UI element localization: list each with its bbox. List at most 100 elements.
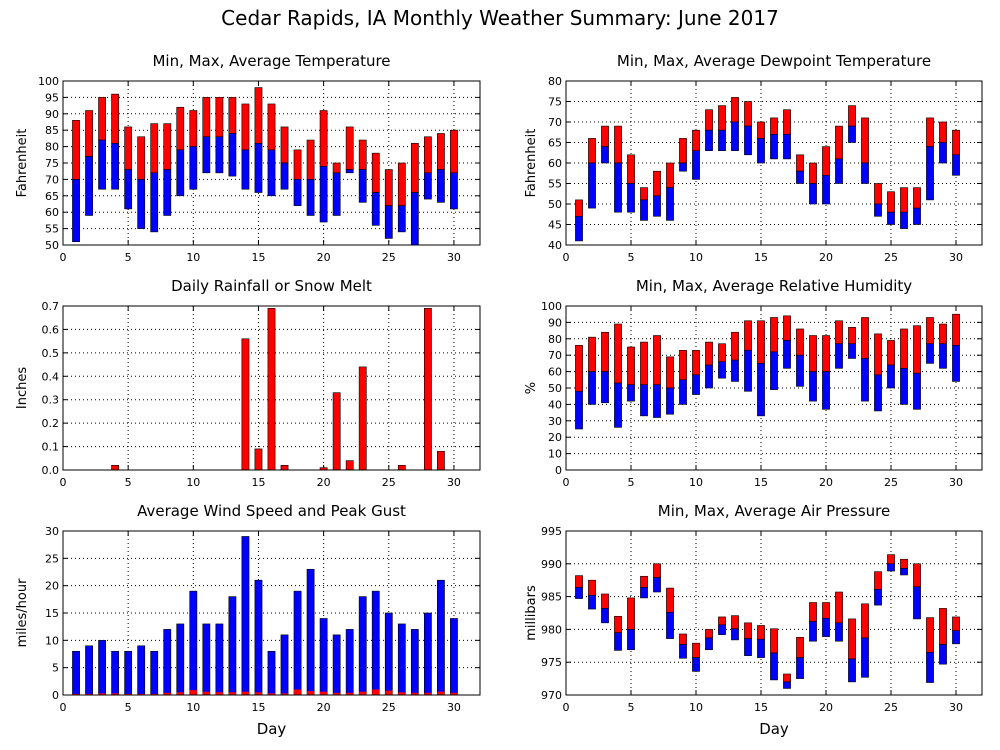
bar-min-day-6 bbox=[137, 179, 146, 229]
bar-min-day-12 bbox=[718, 361, 726, 379]
bar-avgwind-day-18 bbox=[293, 689, 302, 695]
y-tick-label: 980 bbox=[541, 623, 562, 636]
bar-max-day-24 bbox=[874, 333, 882, 376]
bar-min-day-1 bbox=[575, 390, 583, 430]
bar-max-day-25 bbox=[887, 340, 895, 366]
bar-min-day-21 bbox=[835, 158, 843, 184]
y-tick-label: 0.1 bbox=[42, 441, 60, 454]
bar-min-day-18 bbox=[796, 354, 804, 387]
y-tick-label: 90 bbox=[45, 108, 59, 121]
bar-min-day-7 bbox=[653, 577, 661, 593]
bar-avgwind-day-3 bbox=[98, 693, 106, 695]
y-axis-label: miles/hour bbox=[15, 578, 30, 647]
bar-max-day-12 bbox=[215, 97, 224, 138]
y-axis-label: Fahrenheit bbox=[524, 129, 539, 198]
bar-min-day-30 bbox=[450, 172, 458, 210]
bar-max-day-11 bbox=[705, 341, 713, 366]
bar-precip-day-4 bbox=[111, 465, 120, 471]
bar-max-day-23 bbox=[861, 603, 869, 639]
bar-max-day-8 bbox=[666, 356, 674, 389]
bar-min-day-15 bbox=[757, 138, 765, 164]
x-tick-label: 0 bbox=[563, 701, 570, 714]
bar-max-day-29 bbox=[939, 323, 947, 345]
bar-max-day-6 bbox=[640, 575, 648, 588]
bar-avgwind-day-1 bbox=[72, 693, 80, 695]
y-axis-label: millibars bbox=[524, 585, 539, 641]
bar-max-day-29 bbox=[437, 133, 445, 170]
bar-avgwind-day-13 bbox=[228, 692, 236, 695]
bar-gust-day-18 bbox=[293, 590, 302, 696]
bar-precip-day-29 bbox=[437, 450, 445, 471]
y-tick-label: 0.7 bbox=[42, 300, 60, 313]
bar-min-day-19 bbox=[809, 621, 817, 642]
bar-gust-day-7 bbox=[150, 650, 159, 696]
bar-min-day-10 bbox=[692, 374, 700, 395]
bar-max-day-24 bbox=[371, 152, 380, 193]
bar-avgwind-day-28 bbox=[424, 692, 432, 695]
y-tick-label: 55 bbox=[45, 223, 59, 236]
x-tick-label: 20 bbox=[819, 251, 833, 264]
bar-min-day-29 bbox=[939, 142, 947, 164]
bar-gust-day-10 bbox=[189, 590, 198, 696]
bar-max-day-5 bbox=[627, 597, 635, 630]
x-tick-label: 10 bbox=[186, 251, 200, 264]
bar-min-day-17 bbox=[280, 162, 289, 190]
bar-max-day-10 bbox=[692, 642, 700, 658]
y-tick-label: 70 bbox=[548, 349, 562, 362]
bar-min-day-1 bbox=[72, 179, 80, 243]
bar-precip-day-14 bbox=[241, 338, 250, 471]
x-tick-label: 0 bbox=[60, 476, 67, 489]
bar-max-day-3 bbox=[601, 593, 609, 609]
x-tick-label: 20 bbox=[819, 476, 833, 489]
bar-min-day-2 bbox=[85, 156, 93, 216]
bar-min-day-14 bbox=[744, 638, 752, 656]
bar-min-day-16 bbox=[770, 351, 778, 390]
x-tick-label: 25 bbox=[884, 701, 898, 714]
x-tick-label: 15 bbox=[251, 701, 265, 714]
bar-max-day-27 bbox=[410, 143, 419, 193]
bar-min-day-3 bbox=[601, 608, 609, 624]
y-tick-label: 100 bbox=[38, 75, 59, 88]
y-tick-label: 0.2 bbox=[42, 417, 60, 430]
bar-avgwind-day-25 bbox=[385, 690, 393, 695]
y-tick-label: 0.6 bbox=[42, 323, 60, 336]
bar-max-day-20 bbox=[822, 602, 830, 619]
bar-max-day-16 bbox=[770, 117, 778, 135]
bar-min-day-17 bbox=[783, 681, 791, 689]
x-tick-label: 5 bbox=[125, 251, 132, 264]
bar-min-day-13 bbox=[228, 133, 237, 177]
bar-precip-day-26 bbox=[397, 465, 406, 471]
bar-gust-day-14 bbox=[241, 536, 250, 696]
chart-panel-3: Daily Rainfall or Snow Melt Inches 0.0 0.1 0… bbox=[15, 277, 481, 489]
bar-max-day-28 bbox=[926, 617, 934, 653]
bar-min-day-29 bbox=[437, 169, 445, 203]
chart-title: Min, Max, Average Dewpoint Temperature bbox=[617, 52, 931, 70]
plot-frame bbox=[565, 305, 983, 471]
y-tick-label: 80 bbox=[548, 75, 562, 88]
bar-precip-day-17 bbox=[280, 465, 289, 471]
bar-min-day-9 bbox=[679, 162, 687, 172]
bar-min-day-6 bbox=[640, 384, 648, 417]
bar-gust-day-27 bbox=[410, 629, 419, 696]
bar-max-day-24 bbox=[874, 183, 882, 205]
bar-max-day-1 bbox=[575, 199, 583, 217]
x-tick-label: 10 bbox=[186, 476, 200, 489]
bar-gust-day-23 bbox=[358, 596, 367, 696]
y-tick-label: 0.5 bbox=[42, 347, 60, 360]
y-tick-label: 65 bbox=[548, 137, 562, 150]
y-tick-label: 75 bbox=[45, 157, 59, 170]
bar-min-day-8 bbox=[666, 612, 674, 639]
bar-min-day-9 bbox=[176, 149, 185, 197]
bar-max-day-30 bbox=[952, 129, 960, 156]
bar-avgwind-day-6 bbox=[137, 693, 145, 695]
bar-avgwind-day-19 bbox=[307, 691, 315, 695]
bar-avgwind-day-5 bbox=[124, 693, 132, 695]
x-axis-label: Day bbox=[257, 720, 287, 738]
bar-avgwind-day-2 bbox=[85, 693, 93, 695]
bar-max-day-16 bbox=[770, 317, 778, 353]
bar-precip-day-22 bbox=[345, 460, 354, 471]
y-tick-label: 55 bbox=[548, 178, 562, 191]
bar-max-day-3 bbox=[601, 331, 609, 372]
bar-precip-day-15 bbox=[254, 448, 263, 471]
x-tick-label: 5 bbox=[628, 476, 635, 489]
